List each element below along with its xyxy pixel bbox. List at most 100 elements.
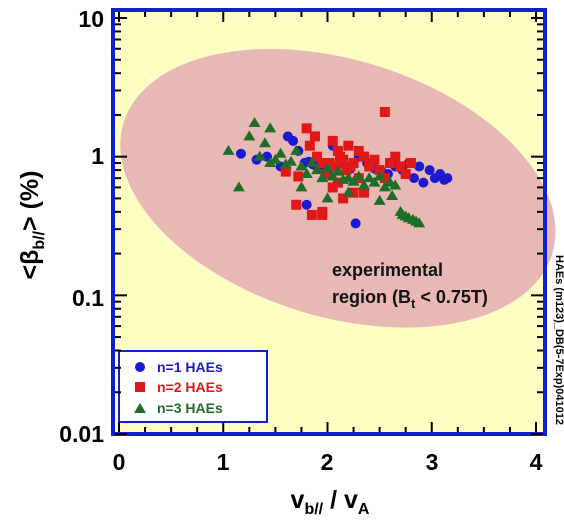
data-point-n1 (414, 161, 425, 172)
data-point-n2 (312, 151, 323, 162)
data-point-n2 (338, 193, 349, 204)
data-point-n2 (379, 106, 390, 117)
data-point-n3 (274, 147, 287, 158)
data-point-n1 (288, 135, 299, 146)
legend-marker-n2 (135, 382, 145, 392)
data-point-n1 (301, 199, 312, 210)
data-point-n2 (306, 209, 317, 220)
data-point-n1 (418, 177, 429, 188)
data-point-n2 (369, 154, 380, 165)
data-point-n2 (374, 165, 385, 176)
legend-label-n2: n=2 HAEs (157, 379, 223, 395)
legend-label-n3: n=3 HAEs (157, 400, 223, 416)
data-point-n3 (342, 186, 355, 197)
data-point-n2 (338, 154, 349, 165)
data-point-n2 (385, 158, 396, 169)
data-point-n3 (331, 165, 344, 176)
data-point-n2 (332, 145, 343, 156)
data-point-n3 (386, 190, 399, 201)
data-point-n2 (395, 161, 406, 172)
data-point-n2 (405, 158, 416, 169)
data-point-n2 (379, 173, 390, 184)
data-point-n3 (413, 217, 426, 228)
data-point-n3 (248, 116, 261, 127)
data-point-n1 (409, 173, 420, 184)
data-point-n2 (324, 158, 335, 169)
legend-marker-n1 (135, 362, 145, 372)
x-axis-label: vb// / vA (291, 486, 370, 518)
y-tick-label: 0.01 (59, 421, 104, 447)
data-point-n3 (285, 155, 298, 166)
x-tick-label: 4 (530, 449, 543, 475)
legend-label-n1: n=1 HAEs (157, 359, 223, 375)
data-point-n2 (309, 131, 320, 142)
data-point-n3 (295, 181, 308, 192)
data-point-n3 (373, 194, 386, 205)
data-point-n3 (311, 164, 324, 175)
data-point-n2 (353, 145, 364, 156)
data-point-n2 (304, 140, 315, 151)
data-point-n1 (424, 165, 435, 176)
legend: n=1 HAEs n=2 HAEs n=3 HAEs (118, 350, 268, 423)
data-point-n2 (400, 168, 411, 179)
experimental-region (120, 48, 556, 328)
y-tick-label: 0.1 (72, 285, 104, 311)
data-point-n2 (358, 187, 369, 198)
data-markers (222, 106, 453, 229)
data-point-n2 (317, 206, 328, 217)
data-point-n2 (358, 151, 369, 162)
data-point-n3 (253, 150, 266, 161)
data-point-n3 (347, 175, 360, 186)
y-tick-label: 10 (78, 6, 104, 32)
data-point-n2 (330, 161, 341, 172)
plot-frame (111, 8, 547, 436)
data-point-n2 (348, 187, 359, 198)
data-point-n3 (300, 167, 313, 178)
data-point-n2 (390, 151, 401, 162)
data-point-n2 (327, 135, 338, 146)
data-point-n3 (264, 157, 277, 168)
data-point-n2 (291, 199, 302, 210)
side-label: HAEs (m123)_DB(5-7Exp)041012 (553, 255, 564, 425)
data-point-n3 (321, 162, 334, 173)
y-axis-label: <βb//> (%) (16, 171, 48, 280)
region-annotation-line1: experimental (332, 260, 443, 280)
x-tick-label: 0 (113, 449, 126, 475)
data-point-n3 (305, 157, 318, 168)
data-point-n3 (279, 158, 292, 169)
data-point-n1 (350, 218, 361, 229)
x-tick-label: 1 (217, 449, 230, 475)
data-point-n2 (320, 168, 331, 179)
data-point-n3 (316, 172, 329, 183)
data-point-n3 (368, 176, 381, 187)
data-point-n2 (280, 166, 291, 177)
x-tick-label: 2 (321, 449, 334, 475)
data-point-n3 (258, 137, 271, 148)
data-point-n2 (343, 140, 354, 151)
data-point-n3 (269, 153, 282, 164)
y-tick-label: 1 (91, 143, 104, 169)
data-point-n3 (321, 192, 334, 203)
axis-ticks (115, 12, 543, 435)
data-point-n3 (357, 179, 370, 190)
data-point-n3 (264, 122, 277, 133)
data-point-n3 (373, 170, 386, 181)
data-point-n3 (232, 181, 245, 192)
region-annotation-line2: region (Bt < 0.75T) (332, 287, 488, 311)
data-point-n2 (317, 158, 328, 169)
data-point-n3 (389, 179, 402, 190)
data-point-n3 (222, 144, 235, 155)
data-point-n3 (363, 172, 376, 183)
data-point-n2 (301, 123, 312, 134)
x-tick-label: 3 (426, 449, 439, 475)
data-point-n3 (243, 130, 256, 141)
data-point-n1 (442, 173, 453, 184)
data-point-n2 (327, 182, 338, 193)
legend-marker-n3 (134, 403, 146, 413)
data-point-n3 (295, 160, 308, 171)
data-point-n3 (290, 144, 303, 155)
data-point-n3 (352, 170, 365, 181)
data-point-n2 (293, 171, 304, 182)
data-point-n1 (235, 148, 246, 159)
